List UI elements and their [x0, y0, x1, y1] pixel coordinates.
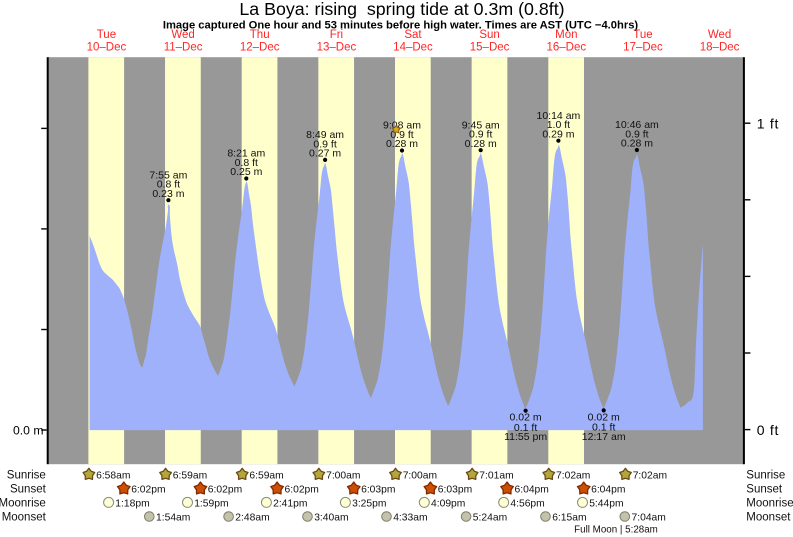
svg-text:Sunset: Sunset — [10, 484, 47, 496]
svg-text:6:03pm: 6:03pm — [361, 485, 395, 496]
svg-text:Moonrise: Moonrise — [746, 498, 793, 510]
svg-text:0 ft: 0 ft — [757, 422, 779, 438]
svg-text:0.02 m: 0.02 m — [588, 411, 620, 423]
svg-text:1.0 ft: 1.0 ft — [547, 119, 570, 131]
svg-text:6:04pm: 6:04pm — [515, 485, 549, 496]
svg-text:La Boya: rising spring tide a: La Boya: rising spring tide at 0.3m (0.8… — [239, 0, 564, 19]
svg-text:2:48am: 2:48am — [235, 513, 269, 524]
svg-text:10:46 am: 10:46 am — [615, 119, 659, 131]
svg-text:Sunrise: Sunrise — [746, 470, 785, 482]
svg-text:7:55 am: 7:55 am — [149, 169, 187, 181]
svg-text:1:18pm: 1:18pm — [115, 499, 149, 510]
svg-text:0.25 m: 0.25 m — [230, 166, 262, 178]
svg-text:3:25pm: 3:25pm — [352, 499, 386, 510]
svg-text:8:49 am: 8:49 am — [306, 129, 344, 141]
svg-text:Moonset: Moonset — [746, 512, 791, 524]
svg-text:0.8 ft: 0.8 ft — [157, 179, 180, 191]
svg-text:0.23 m: 0.23 m — [152, 188, 184, 200]
svg-text:18–Dec: 18–Dec — [700, 41, 740, 53]
svg-text:Sun: Sun — [479, 29, 499, 41]
svg-text:7:01am: 7:01am — [479, 471, 513, 482]
svg-text:7:00am: 7:00am — [326, 471, 360, 482]
svg-text:7:00am: 7:00am — [403, 471, 437, 482]
svg-text:12–Dec: 12–Dec — [240, 41, 280, 53]
svg-text:Thu: Thu — [250, 29, 270, 41]
svg-text:6:59am: 6:59am — [173, 471, 207, 482]
svg-text:6:02pm: 6:02pm — [285, 485, 319, 496]
svg-text:7:02am: 7:02am — [556, 471, 590, 482]
svg-text:17–Dec: 17–Dec — [623, 41, 663, 53]
svg-text:0.28 m: 0.28 m — [465, 138, 497, 150]
svg-text:0.0 m: 0.0 m — [13, 424, 43, 438]
svg-text:10–Dec: 10–Dec — [87, 41, 127, 53]
svg-text:Moonrise: Moonrise — [0, 498, 46, 510]
svg-text:4:33am: 4:33am — [393, 513, 427, 524]
svg-text:5:24am: 5:24am — [473, 513, 507, 524]
svg-text:0.9 ft: 0.9 ft — [469, 129, 492, 141]
svg-text:Wed: Wed — [708, 29, 731, 41]
svg-text:Mon: Mon — [555, 29, 577, 41]
svg-text:0.28 m: 0.28 m — [386, 138, 418, 150]
svg-text:0.27 m: 0.27 m — [309, 148, 341, 160]
svg-text:Sunrise: Sunrise — [7, 470, 46, 482]
svg-text:0.1 ft: 0.1 ft — [514, 422, 537, 434]
svg-text:9:45 am: 9:45 am — [462, 119, 500, 131]
svg-text:Image captured One hour and 53: Image captured One hour and 53 minutes b… — [163, 19, 639, 31]
svg-text:0.9 ft: 0.9 ft — [625, 129, 648, 141]
svg-text:6:02pm: 6:02pm — [131, 485, 165, 496]
svg-text:5:44pm: 5:44pm — [589, 499, 623, 510]
svg-text:14–Dec: 14–Dec — [393, 41, 433, 53]
svg-text:Fri: Fri — [330, 29, 343, 41]
svg-text:6:58am: 6:58am — [96, 471, 130, 482]
svg-text:Sat: Sat — [404, 29, 422, 41]
svg-text:6:15am: 6:15am — [552, 513, 586, 524]
svg-text:11:55 pm: 11:55 pm — [504, 431, 547, 443]
svg-text:6:03pm: 6:03pm — [438, 485, 472, 496]
svg-text:7:04am: 7:04am — [632, 513, 666, 524]
svg-text:8:21 am: 8:21 am — [227, 148, 265, 160]
svg-text:0.29 m: 0.29 m — [542, 128, 574, 140]
svg-text:Wed: Wed — [171, 29, 194, 41]
svg-text:1:59pm: 1:59pm — [194, 499, 228, 510]
svg-text:6:04pm: 6:04pm — [591, 485, 625, 496]
svg-text:2:41pm: 2:41pm — [273, 499, 307, 510]
svg-text:Moonset: Moonset — [2, 512, 47, 524]
svg-text:16–Dec: 16–Dec — [546, 41, 586, 53]
svg-text:7:02am: 7:02am — [633, 471, 667, 482]
svg-text:0.02 m: 0.02 m — [510, 412, 542, 424]
svg-text:12:17 am: 12:17 am — [582, 431, 626, 443]
svg-text:6:02pm: 6:02pm — [208, 485, 242, 496]
svg-text:3:40am: 3:40am — [314, 513, 348, 524]
svg-text:0.8 ft: 0.8 ft — [235, 157, 258, 169]
svg-text:4:56pm: 4:56pm — [510, 499, 544, 510]
svg-text:0.28 m: 0.28 m — [621, 138, 653, 150]
svg-text:Full Moon | 5:28am: Full Moon | 5:28am — [574, 524, 658, 535]
svg-text:11–Dec: 11–Dec — [164, 41, 203, 53]
svg-text:1:54am: 1:54am — [156, 513, 190, 524]
svg-text:6:59am: 6:59am — [249, 471, 283, 482]
svg-text:Tue: Tue — [97, 29, 116, 41]
svg-text:15–Dec: 15–Dec — [470, 41, 510, 53]
svg-text:1 ft: 1 ft — [757, 115, 779, 131]
svg-text:0.1 ft: 0.1 ft — [592, 422, 615, 434]
svg-text:0.9 ft: 0.9 ft — [313, 138, 336, 150]
svg-text:Sunset: Sunset — [746, 484, 783, 496]
svg-text:10:14 am: 10:14 am — [537, 110, 581, 122]
svg-text:4:09pm: 4:09pm — [431, 499, 465, 510]
svg-text:13–Dec: 13–Dec — [317, 41, 357, 53]
svg-text:Tue: Tue — [633, 29, 652, 41]
